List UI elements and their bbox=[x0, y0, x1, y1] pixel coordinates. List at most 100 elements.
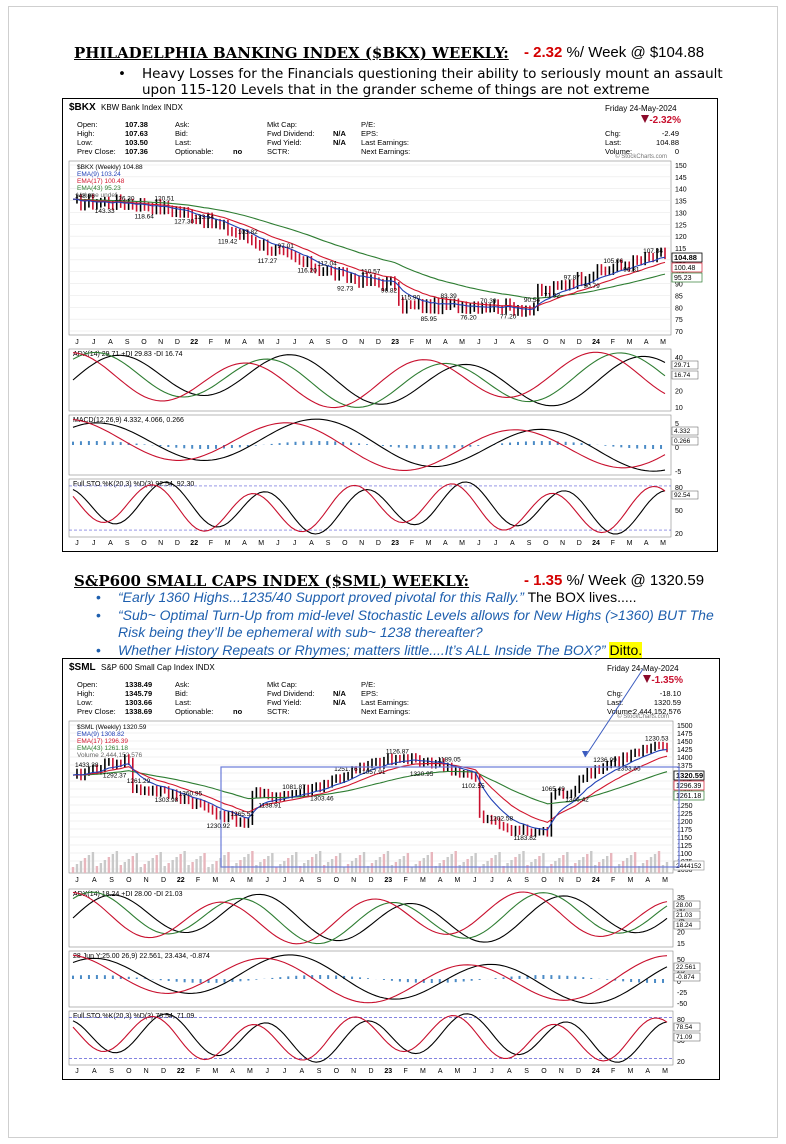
macd-histogram-bar bbox=[437, 445, 440, 449]
x-month-label: A bbox=[443, 540, 448, 547]
section2-title: S&P600 SMALL CAPS INDEX ($SML) WEEKLY: bbox=[74, 572, 470, 590]
x-month-label: F bbox=[410, 540, 414, 547]
macd-histogram-bar bbox=[191, 979, 194, 983]
macd-histogram-bar bbox=[191, 445, 194, 449]
x-month-label: 24 bbox=[592, 540, 600, 547]
quote-value: 1338.49 bbox=[125, 680, 152, 689]
volume-bar bbox=[366, 866, 370, 873]
volume-bar bbox=[143, 864, 146, 873]
indicator-tick: 80 bbox=[675, 485, 683, 492]
volume-bar bbox=[498, 852, 501, 873]
section2-note-3: • Whether History Repeats or Rhymes; matt… bbox=[96, 642, 718, 659]
x-month-label: N bbox=[560, 540, 565, 547]
x-month-label: D bbox=[368, 1068, 373, 1075]
x-month-label: J bbox=[293, 339, 297, 346]
quote-label: SCTR: bbox=[267, 707, 290, 716]
volume-bar bbox=[657, 851, 661, 873]
x-month-label: A bbox=[645, 1068, 650, 1075]
quote-label: Fwd Yield: bbox=[267, 138, 302, 147]
macd-histogram-bar bbox=[406, 979, 409, 983]
price-annotation: 1433.38 bbox=[75, 762, 99, 769]
volume-bar bbox=[482, 864, 485, 873]
macd-histogram-bar bbox=[622, 979, 625, 982]
volume-bar bbox=[637, 866, 641, 873]
note-plain: The BOX lives..... bbox=[523, 589, 637, 605]
macd-histogram-bar bbox=[502, 977, 505, 979]
volume-bar bbox=[171, 860, 174, 873]
volume-bar bbox=[506, 863, 509, 873]
macd-histogram-bar bbox=[334, 441, 337, 445]
macd-histogram-bar bbox=[239, 979, 242, 982]
x-month-label: O bbox=[126, 877, 132, 884]
y-tick-label: 145 bbox=[675, 175, 687, 182]
indicator-line bbox=[72, 351, 666, 408]
x-month-label: A bbox=[230, 877, 235, 884]
x-month-label: J bbox=[75, 1068, 79, 1075]
macd-histogram-bar bbox=[636, 445, 639, 449]
x-month-label: N bbox=[559, 1068, 564, 1075]
indicator-line bbox=[72, 418, 666, 471]
price-annotation: 119.42 bbox=[218, 238, 238, 245]
quote-value: 1338.69 bbox=[125, 707, 152, 716]
macd-histogram-bar bbox=[606, 979, 609, 980]
x-month-label: S bbox=[527, 339, 532, 346]
y-tick-label: 80 bbox=[675, 305, 683, 312]
section1-bullet: • Heavy Losses for the Financials questio… bbox=[118, 66, 732, 98]
macd-histogram-bar bbox=[604, 445, 607, 446]
section1-change: - 2.32 %/ Week @ $104.88 bbox=[524, 44, 704, 61]
quote-label: Low: bbox=[77, 698, 93, 707]
price-annotation: 1230.53 bbox=[645, 735, 669, 742]
volume-bar bbox=[223, 855, 226, 873]
macd-histogram-bar bbox=[398, 979, 401, 982]
macd-histogram-bar bbox=[454, 979, 457, 983]
y-tick-label: 1050 bbox=[677, 867, 693, 874]
indicator-line bbox=[72, 351, 666, 409]
indicator-value: -0.874 bbox=[676, 974, 695, 981]
ema-tag-label: 95.23 bbox=[674, 275, 692, 282]
macd-histogram-bar bbox=[343, 975, 346, 979]
price-annotation: 96.31 bbox=[623, 267, 640, 274]
volume-bar bbox=[406, 853, 410, 873]
volume-bar bbox=[183, 851, 186, 873]
x-month-label: 24 bbox=[592, 1068, 600, 1075]
x-month-label: S bbox=[527, 540, 532, 547]
volume-bar bbox=[195, 859, 198, 873]
x-month-label: J bbox=[75, 877, 79, 884]
quote-value: 1320.59 bbox=[654, 698, 681, 707]
volume-bar bbox=[271, 853, 274, 873]
x-month-label: M bbox=[660, 339, 666, 346]
price-annotation: 126.30 bbox=[115, 196, 135, 203]
macd-histogram-bar bbox=[414, 979, 417, 983]
x-month-label: O bbox=[541, 1068, 547, 1075]
indicator-tick: -50 bbox=[677, 1001, 687, 1008]
page-frame bbox=[8, 6, 778, 1138]
macd-histogram-bar bbox=[335, 975, 338, 979]
ema-tag-label: 1261.18 bbox=[676, 793, 701, 800]
volume-bar bbox=[570, 866, 573, 873]
quote-label: Bid: bbox=[175, 129, 188, 138]
volume-bar bbox=[287, 858, 290, 873]
x-month-label: M bbox=[627, 339, 633, 346]
volume-bar bbox=[586, 854, 589, 873]
volume-bar bbox=[613, 867, 617, 873]
macd-histogram-bar bbox=[238, 445, 241, 448]
macd-histogram-bar bbox=[223, 979, 226, 983]
volume-bar bbox=[131, 856, 134, 873]
note-italic: “Sub~ Optimal Turn-Up from mid-level Sto… bbox=[118, 607, 714, 640]
x-month-label: F bbox=[196, 877, 200, 884]
indicator-label: 28 Jun Y:25.00 26,9) 22.561, 23.434, -0.… bbox=[73, 953, 210, 960]
volume-bar bbox=[398, 859, 402, 873]
volume-bar bbox=[625, 858, 629, 873]
volume-bar bbox=[478, 867, 481, 873]
macd-histogram-bar bbox=[422, 979, 425, 983]
note-highlight: Ditto. bbox=[609, 642, 643, 658]
macd-histogram-bar bbox=[389, 445, 392, 447]
macd-histogram-bar bbox=[119, 442, 122, 445]
macd-histogram-bar bbox=[183, 979, 186, 983]
quote-value: 107.38 bbox=[125, 120, 148, 129]
macd-histogram-bar bbox=[654, 979, 657, 983]
x-month-label: N bbox=[158, 540, 163, 547]
x-month-label: O bbox=[543, 339, 549, 346]
volume-bar bbox=[661, 865, 665, 873]
macd-histogram-bar bbox=[286, 442, 289, 445]
